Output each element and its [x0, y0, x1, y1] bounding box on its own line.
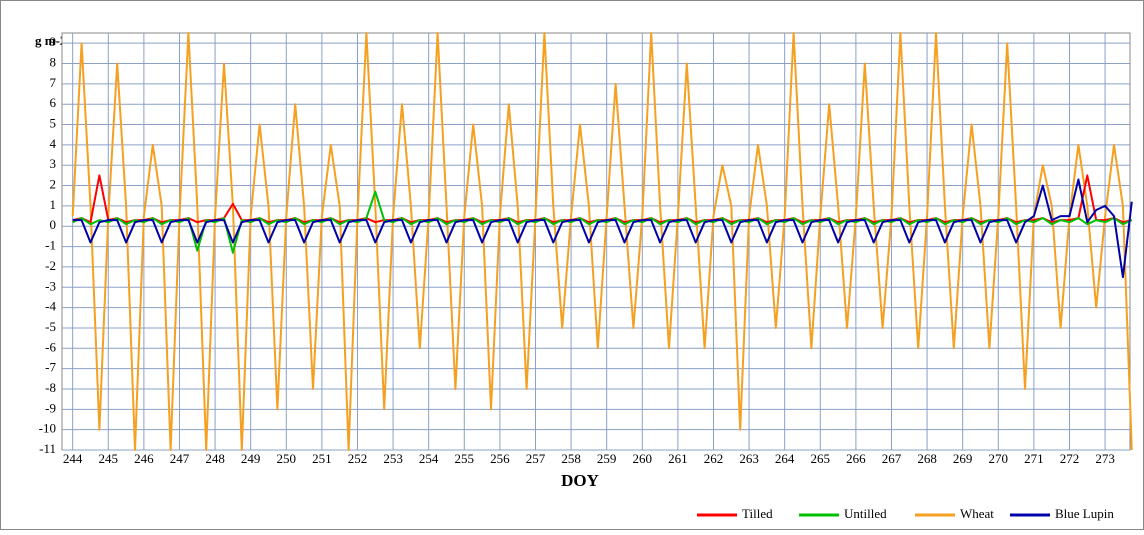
x-tick-label: 264 [775, 451, 795, 466]
x-tick-label: 244 [63, 451, 83, 466]
y-tick-label: 7 [50, 75, 57, 90]
y-tick-label: -5 [45, 319, 56, 334]
y-tick-label: -10 [39, 421, 56, 436]
y-tick-label: -9 [45, 400, 56, 415]
x-axis-label: DOY [561, 471, 599, 490]
x-tick-label: 271 [1024, 451, 1044, 466]
series-line [72, 178, 1133, 279]
x-tick-label: 246 [134, 451, 154, 466]
x-tick-label: 257 [526, 451, 546, 466]
x-tick-label: 266 [846, 451, 866, 466]
y-tick-label: -4 [45, 299, 56, 314]
x-tick-label: 248 [205, 451, 225, 466]
x-tick-label: 261 [668, 451, 688, 466]
legend-label: Tilled [742, 506, 773, 521]
x-tick-label: 273 [1095, 451, 1115, 466]
x-tick-label: 254 [419, 451, 439, 466]
y-tick-label: -11 [39, 441, 56, 456]
y-tick-label: 5 [50, 116, 57, 131]
x-tick-label: 255 [455, 451, 475, 466]
x-tick-label: 251 [312, 451, 332, 466]
y-tick-label: 2 [50, 177, 57, 192]
series-line [71, 32, 1133, 451]
y-tick-label: 3 [50, 156, 57, 171]
x-tick-label: 256 [490, 451, 510, 466]
y-tick-label: -3 [45, 278, 56, 293]
x-tick-label: 245 [99, 451, 119, 466]
x-tick-label: 253 [383, 451, 403, 466]
x-tick-label: 272 [1060, 451, 1080, 466]
y-tick-label: 6 [50, 95, 57, 110]
x-tick-label: 268 [917, 451, 937, 466]
y-tick-label: 4 [50, 136, 57, 151]
x-tick-label: 262 [704, 451, 724, 466]
x-tick-label: 260 [633, 451, 653, 466]
x-tick-label: 265 [811, 451, 831, 466]
y-tick-label: 8 [50, 54, 57, 69]
x-tick-label: 249 [241, 451, 261, 466]
x-tick-label: 269 [953, 451, 973, 466]
x-tick-label: 259 [597, 451, 617, 466]
y-tick-label: -1 [45, 238, 56, 253]
y-tick-label: 1 [50, 197, 57, 212]
y-tick-label: -6 [45, 339, 56, 354]
x-tick-label: 247 [170, 451, 190, 466]
x-tick-label: 263 [739, 451, 759, 466]
y-tick-label: 0 [50, 217, 57, 232]
x-tick-label: 267 [882, 451, 902, 466]
y-tick-label: 9 [50, 34, 57, 49]
y-tick-label: -7 [45, 360, 56, 375]
legend-label: Untilled [844, 506, 887, 521]
legend-label: Wheat [960, 506, 994, 521]
x-tick-label: 270 [989, 451, 1009, 466]
x-tick-label: 250 [277, 451, 297, 466]
legend-label: Blue Lupin [1055, 506, 1114, 521]
x-tick-label: 252 [348, 451, 368, 466]
y-tick-label: -2 [45, 258, 56, 273]
x-tick-label: 258 [561, 451, 581, 466]
y-tick-label: -8 [45, 380, 56, 395]
